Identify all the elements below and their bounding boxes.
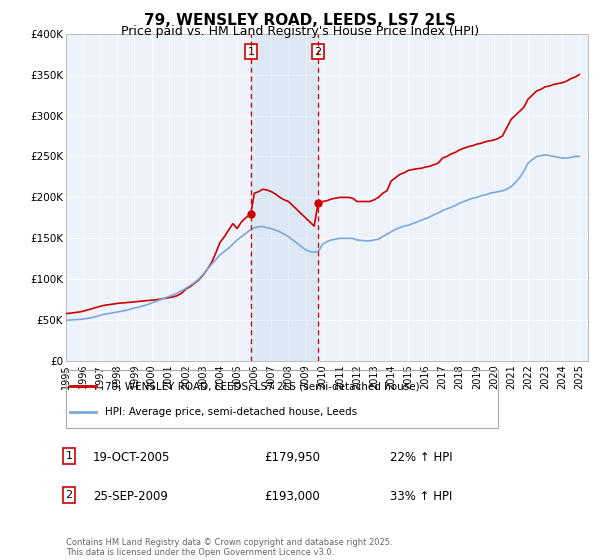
Bar — [251, 34, 318, 361]
Text: HPI: Average price, semi-detached house, Leeds: HPI: Average price, semi-detached house,… — [105, 407, 357, 417]
Text: 25-SEP-2009: 25-SEP-2009 — [93, 490, 168, 503]
Text: 1: 1 — [247, 46, 254, 57]
Text: 33% ↑ HPI: 33% ↑ HPI — [390, 490, 452, 503]
Text: 2: 2 — [65, 490, 73, 500]
Text: 19-OCT-2005: 19-OCT-2005 — [93, 451, 170, 464]
Text: 2: 2 — [314, 46, 322, 57]
Text: 22% ↑ HPI: 22% ↑ HPI — [390, 451, 452, 464]
Text: 1: 1 — [65, 451, 73, 461]
Text: £193,000: £193,000 — [264, 490, 320, 503]
Text: Price paid vs. HM Land Registry's House Price Index (HPI): Price paid vs. HM Land Registry's House … — [121, 25, 479, 38]
Text: 79, WENSLEY ROAD, LEEDS, LS7 2LS: 79, WENSLEY ROAD, LEEDS, LS7 2LS — [144, 13, 456, 28]
Text: 79, WENSLEY ROAD, LEEDS, LS7 2LS (semi-detached house): 79, WENSLEY ROAD, LEEDS, LS7 2LS (semi-d… — [105, 381, 419, 391]
Text: Contains HM Land Registry data © Crown copyright and database right 2025.
This d: Contains HM Land Registry data © Crown c… — [66, 538, 392, 557]
Text: £179,950: £179,950 — [264, 451, 320, 464]
